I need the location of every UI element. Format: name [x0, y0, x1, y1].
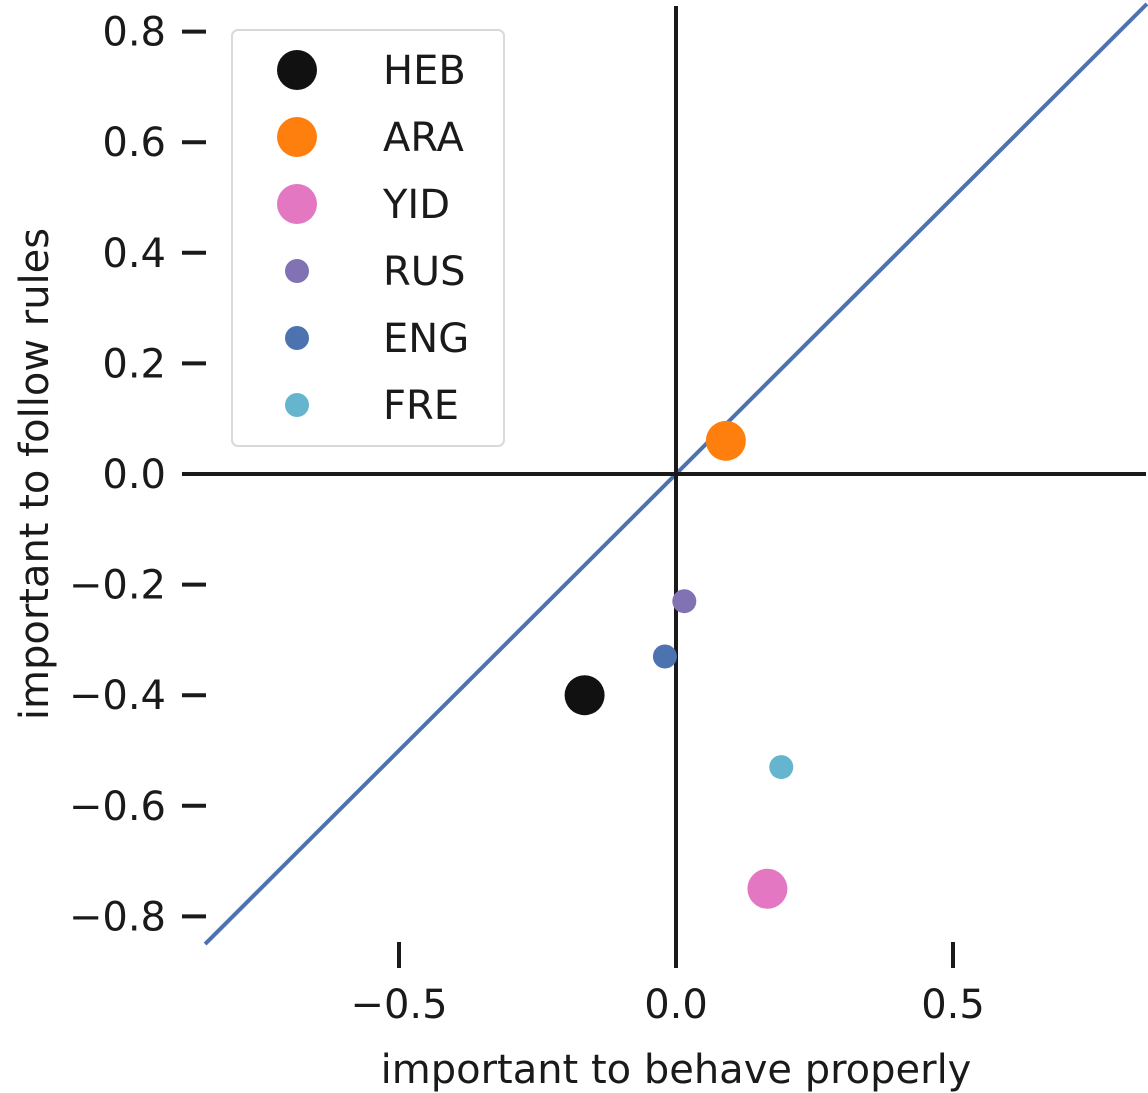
- y-tick-label: −0.6: [69, 784, 166, 830]
- legend-marker-fre: [285, 393, 309, 417]
- legend-marker-rus: [285, 259, 309, 283]
- y-tick-label: 0.4: [102, 231, 166, 277]
- x-tick-label: 0.5: [921, 982, 985, 1028]
- legend-marker-eng: [285, 326, 309, 350]
- point-heb: [564, 675, 605, 716]
- point-ara: [705, 420, 746, 461]
- legend: HEB ARA YID RUS ENG FRE: [231, 29, 505, 447]
- legend-label-eng: ENG: [383, 316, 469, 362]
- legend-label-rus: RUS: [383, 249, 465, 295]
- y-axis: 0.8 0.6 0.4 0.2 0.0 −0.2 −0.4 −0.6 −0.8: [69, 10, 206, 940]
- legend-label-ara: ARA: [383, 115, 465, 161]
- x-axis: −0.5 0.0 0.5: [350, 942, 985, 1028]
- data-points: [564, 420, 794, 909]
- y-tick-label: 0.2: [102, 341, 166, 387]
- legend-label-fre: FRE: [383, 383, 459, 429]
- x-tick-label: 0.0: [644, 982, 708, 1028]
- legend-marker-ara: [277, 117, 317, 157]
- y-axis-label: important to follow rules: [12, 228, 58, 720]
- point-eng: [652, 644, 677, 669]
- y-tick-label: −0.2: [69, 563, 166, 609]
- reference-lines: [203, 2, 1148, 946]
- point-fre: [769, 755, 794, 780]
- y-tick-label: −0.8: [69, 894, 166, 940]
- x-axis-label: important to behave properly: [381, 1047, 972, 1093]
- legend-label-yid: YID: [382, 182, 450, 228]
- y-tick-label: −0.4: [69, 673, 166, 719]
- legend-label-heb: HEB: [383, 48, 466, 94]
- legend-marker-yid: [277, 184, 317, 224]
- point-rus: [672, 589, 697, 614]
- point-yid: [747, 868, 788, 909]
- x-tick-label: −0.5: [350, 982, 447, 1028]
- legend-marker-heb: [277, 50, 317, 90]
- y-tick-label: 0.8: [102, 10, 166, 56]
- y-tick-label: 0.6: [102, 120, 166, 166]
- y-tick-label: 0.0: [102, 452, 166, 498]
